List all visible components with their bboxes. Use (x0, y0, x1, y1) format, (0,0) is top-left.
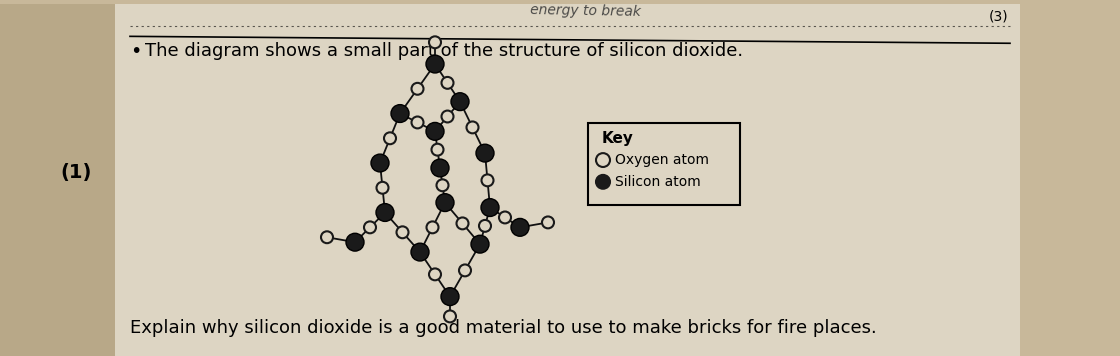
Circle shape (431, 159, 449, 177)
Circle shape (596, 175, 610, 189)
Circle shape (511, 219, 529, 236)
Circle shape (411, 83, 423, 95)
Circle shape (451, 93, 469, 111)
Text: (3): (3) (988, 10, 1008, 23)
Circle shape (376, 204, 394, 221)
Circle shape (457, 218, 468, 229)
Circle shape (411, 243, 429, 261)
Text: energy to break: energy to break (530, 2, 641, 19)
Text: Silicon atom: Silicon atom (615, 175, 701, 189)
Circle shape (542, 216, 554, 228)
Text: •: • (130, 42, 141, 61)
Circle shape (371, 154, 389, 172)
Circle shape (427, 221, 439, 233)
Circle shape (376, 182, 389, 194)
Text: Oxygen atom: Oxygen atom (615, 153, 709, 167)
Circle shape (391, 105, 409, 122)
Circle shape (472, 235, 489, 253)
Circle shape (426, 122, 444, 140)
Circle shape (384, 132, 396, 144)
Circle shape (459, 265, 472, 276)
Circle shape (321, 231, 333, 243)
Circle shape (479, 220, 491, 232)
Circle shape (441, 77, 454, 89)
Circle shape (436, 194, 454, 211)
Text: Explain why silicon dioxide is a good material to use to make bricks for fire pl: Explain why silicon dioxide is a good ma… (130, 319, 877, 337)
Text: Key: Key (603, 131, 634, 146)
Circle shape (411, 116, 423, 129)
Circle shape (596, 153, 610, 167)
Circle shape (429, 268, 441, 280)
Circle shape (431, 144, 444, 156)
Circle shape (429, 36, 441, 48)
Circle shape (441, 288, 459, 305)
Circle shape (480, 199, 500, 216)
FancyBboxPatch shape (588, 124, 740, 205)
Bar (115, 4, 1020, 356)
Circle shape (500, 211, 511, 223)
Circle shape (476, 144, 494, 162)
Bar (0, 4, 115, 356)
Circle shape (467, 121, 478, 134)
Circle shape (396, 226, 409, 238)
Circle shape (444, 310, 456, 322)
Bar (1020, 4, 1120, 356)
Text: (1): (1) (60, 163, 92, 182)
Circle shape (437, 179, 448, 191)
Circle shape (364, 221, 376, 233)
Circle shape (441, 111, 454, 122)
Circle shape (482, 174, 494, 186)
Circle shape (346, 233, 364, 251)
Text: The diagram shows a small part of the structure of silicon dioxide.: The diagram shows a small part of the st… (144, 42, 744, 60)
Circle shape (426, 55, 444, 73)
